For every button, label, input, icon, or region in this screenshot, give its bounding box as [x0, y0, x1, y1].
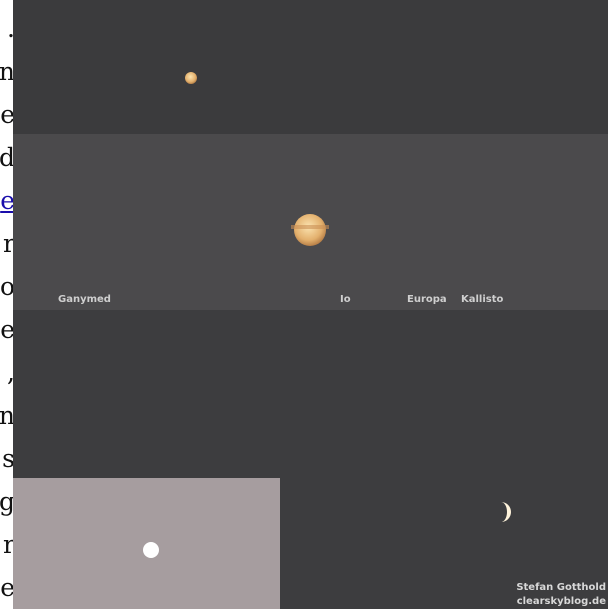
text-fragment: s [2, 444, 13, 473]
jupiter-band [291, 225, 329, 229]
credit: Stefan Gotthold [516, 582, 606, 593]
text-fragment: e [0, 573, 13, 602]
moon-label: Kallisto [461, 294, 504, 305]
text-fragment: n [0, 57, 13, 86]
crescent [501, 502, 511, 522]
text-fragment: r [3, 530, 13, 559]
text-fragment: n [0, 401, 13, 430]
credit: clearskyblog.de [517, 596, 607, 607]
link[interactable]: e [0, 186, 13, 215]
jupiter [294, 214, 326, 246]
top-band [13, 0, 608, 134]
moon-label: Io [340, 294, 351, 305]
text-fragment: g [0, 487, 13, 516]
text-fragment: r [3, 229, 13, 258]
text-fragment: o [0, 272, 13, 301]
photo: Ganymed Io Europa Kallisto Stefan Gotthold c… [13, 0, 608, 609]
text-fragment: , [7, 358, 13, 388]
text-fragment: . [7, 14, 13, 44]
text-fragment: d [0, 143, 13, 172]
moon-label: Ganymed [58, 294, 111, 305]
small-jupiter [185, 72, 197, 84]
inset-planet [143, 542, 159, 558]
text-fragment: e [0, 100, 13, 129]
text-fragment: e [0, 315, 13, 344]
text-fragment: e [0, 186, 13, 216]
moon-label: Europa [407, 294, 447, 305]
